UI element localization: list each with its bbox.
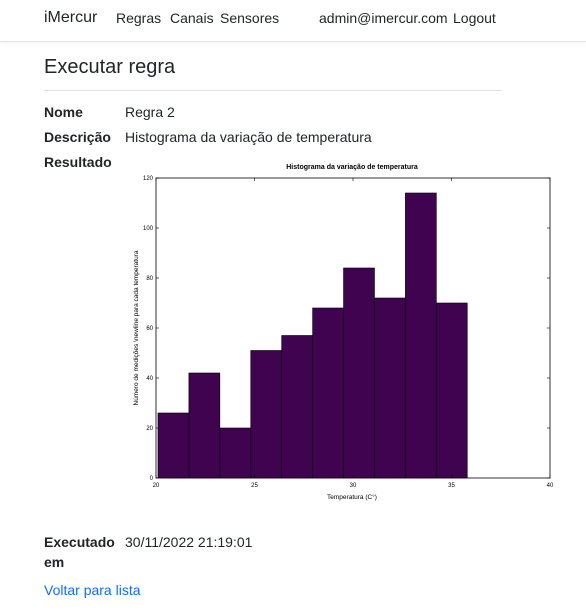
y-tick-label: 60 [146,326,153,332]
histogram-bar [219,427,252,479]
user-email-link[interactable]: admin@imercur.com [319,10,448,26]
histogram-bar [405,192,437,479]
histogram-bar [312,307,344,479]
logout-link[interactable]: Logout [453,10,496,26]
descricao-label: Descrição [44,129,111,145]
resultado-label: Resultado [44,154,112,170]
y-axis-label: Número de medições \newline para cada te… [133,250,140,405]
histogram-bar [157,412,190,479]
nome-label: Nome [44,104,83,120]
x-tick-label: 25 [251,483,258,489]
y-tick-label: 80 [146,276,153,282]
histogram-bar [250,350,282,479]
back-to-list-link[interactable]: Voltar para lista [44,582,141,598]
x-tick-label: 30 [350,483,357,489]
page-title: Executar regra [44,56,176,78]
executado-value: 30/11/2022 21:19:01 [125,534,253,550]
y-tick-label: 40 [146,376,153,382]
nav-link-sensores[interactable]: Sensores [220,10,280,26]
nome-value: Regra 2 [125,104,175,120]
chart-title: Histograma da variação de temperatura [286,164,418,171]
nav-link-regras[interactable]: Regras [116,10,162,26]
brand-link[interactable]: iMercur [44,9,98,26]
histogram-bar [436,302,468,479]
histogram-bar [343,267,375,479]
descricao-value: Histograma da variação de temperatura [125,129,372,145]
histogram-bar [281,335,313,479]
histogram-bar [188,372,221,479]
y-tick-label: 100 [143,226,154,232]
histogram-bar [374,297,406,479]
x-tick-label: 40 [547,483,554,489]
executado-label-line2: em [44,554,65,570]
executado-label: Executado em [44,532,115,572]
y-tick-label: 0 [150,476,154,482]
y-tick-label: 120 [143,176,154,182]
navbar: iMercur Regras Canais Sensores admin@ime… [0,0,586,42]
executado-label-line1: Executado [44,534,115,550]
histogram-chart: Histograma da variação de temperatura 02… [133,164,554,501]
x-tick-label: 20 [153,483,160,489]
y-tick-label: 20 [146,426,153,432]
x-tick-label: 35 [448,483,455,489]
x-axis-label: Temperatura (C°) [327,493,377,501]
title-divider [44,90,502,91]
nav-link-canais[interactable]: Canais [170,10,214,26]
